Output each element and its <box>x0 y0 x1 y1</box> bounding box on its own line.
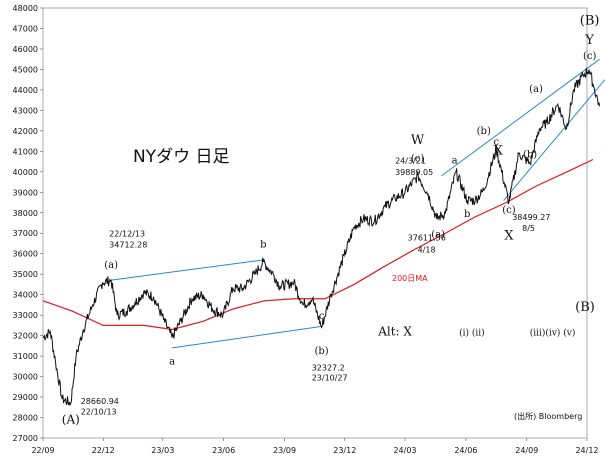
data-label-dl-high-2212-date: 22/12/13 <box>109 229 145 238</box>
data-label-dl-low-2310-date: 23/10/27 <box>312 374 348 383</box>
annotation-label-b-paren-2409: (b) <box>523 149 537 160</box>
data-label-dl-high-2403-val: 39889.05 <box>395 168 433 177</box>
x-tick-label: 24/06 <box>454 446 477 455</box>
y-tick-label: 30000 <box>13 373 38 382</box>
y-tick-label: 36000 <box>13 250 38 259</box>
annotation-label-W: W <box>411 133 425 148</box>
annotation-label-b-paren-2406: (b) <box>477 126 491 137</box>
annotation-label-b-2406: b <box>464 209 470 220</box>
y-axis-ticks: 27000 28000 29000 30000 31000 32000 33000 34000… <box>13 4 43 443</box>
x-tick-label: 23/09 <box>273 446 296 455</box>
y-tick-label: 31000 <box>13 352 38 361</box>
data-label-dl-low-2408-val: 38499.27 <box>512 213 550 222</box>
x-tick-label: 23/12 <box>333 446 356 455</box>
annotation-label-X: X <box>494 143 504 158</box>
annotation-label-altX: Alt: X <box>377 325 412 339</box>
x-axis-ticks: 22/09 22/12 23/03 23/06 23/09 23/12 24/03 24/06… <box>31 438 599 455</box>
y-tick-label: 47000 <box>13 24 38 33</box>
y-tick-label: 35000 <box>13 270 38 279</box>
channel-lines <box>111 58 605 349</box>
source-note: (出所) Bloomberg <box>514 411 582 421</box>
annotation-label-B-top: (B) <box>580 13 600 28</box>
annotation-label-c-W: (c) <box>411 154 425 165</box>
annotation-label-a-paren: (a) <box>104 260 118 271</box>
annotation-label-b-high: b <box>260 240 266 251</box>
annotation-label-a-2404: (a) <box>431 229 445 240</box>
annotation-label-A: (A) <box>62 413 80 427</box>
x-tick-label: 24/12 <box>575 446 598 455</box>
annotation-label-c-2407: c <box>494 137 500 148</box>
y-tick-label: 28000 <box>13 414 38 423</box>
y-tick-label: 29000 <box>13 393 38 402</box>
annotation-label-c-low: c <box>319 311 325 322</box>
y-tick-label: 32000 <box>13 332 38 341</box>
channel-line <box>441 58 600 177</box>
x-tick-label: 22/12 <box>92 446 115 455</box>
data-label-dl-high-2403-date: 24/3/21 <box>395 157 426 166</box>
y-tick-label: 41000 <box>13 147 38 156</box>
y-tick-label: 34000 <box>13 291 38 300</box>
plot-frame <box>42 7 588 439</box>
annotation-label-B-mid: (B) <box>575 300 595 315</box>
data-label-dl-low-2310-val: 32327.2 <box>312 363 345 372</box>
annotation-label-iii-iv-v: (iii)(iv) (v) <box>530 328 576 339</box>
y-tick-label: 42000 <box>13 127 38 136</box>
price-line <box>42 68 601 407</box>
annotation-label-a-240520: a <box>452 156 458 167</box>
annotation-label-b-paren: (b) <box>315 346 329 357</box>
annotation-label-c-paren-Y: (c) <box>583 51 597 62</box>
data-label-dl-low-2404-val: 37611.56 <box>408 233 446 242</box>
y-tick-label: 38000 <box>13 209 38 218</box>
y-tick-label: 48000 <box>13 4 38 13</box>
annotation-label-i-ii: (i) (ii) <box>459 328 485 339</box>
data-label-dl-low-2210-val: 28660.94 <box>81 397 119 406</box>
wave-annotations: (A)abc(a)(b)W(c)(a)ab(b)cX(c)X(b)(a)(c)Y… <box>62 13 600 426</box>
y-tick-label: 44000 <box>13 86 38 95</box>
y-tick-label: 39000 <box>13 188 38 197</box>
annotation-label-Y: Y <box>584 33 594 48</box>
annotation-label-c-X: (c) <box>502 205 516 216</box>
chart-title: NYダウ 日足 <box>133 147 230 167</box>
x-tick-label: 23/03 <box>151 446 174 455</box>
annotation-label-a-paren-2409: (a) <box>529 84 543 95</box>
y-tick-label: 37000 <box>13 229 38 238</box>
channel-line <box>503 79 605 201</box>
x-tick-label: 22/09 <box>31 446 54 455</box>
y-tick-label: 27000 <box>13 434 38 443</box>
x-tick-label: 24/09 <box>515 446 538 455</box>
y-tick-label: 33000 <box>13 311 38 320</box>
ma200-legend-label: 200日MA <box>392 274 428 283</box>
annotation-label-a-low: a <box>169 356 175 367</box>
channel-line <box>111 259 265 281</box>
x-tick-label: 23/06 <box>212 446 235 455</box>
y-tick-label: 43000 <box>13 106 38 115</box>
data-label-dl-low-2210-date: 22/10/13 <box>81 407 117 416</box>
y-tick-label: 46000 <box>13 45 38 54</box>
y-tick-label: 40000 <box>13 168 38 177</box>
data-label-dl-low-2404-date: 4/18 <box>418 246 436 255</box>
channel-line <box>171 325 322 349</box>
data-label-dl-low-2408-date: 8/5 <box>522 224 535 233</box>
y-tick-label: 45000 <box>13 65 38 74</box>
annotation-label-X-low: X <box>504 228 514 243</box>
ma200-line <box>42 158 594 331</box>
x-tick-label: 24/03 <box>393 446 416 455</box>
data-label-dl-high-2212-val: 34712.28 <box>109 241 147 250</box>
